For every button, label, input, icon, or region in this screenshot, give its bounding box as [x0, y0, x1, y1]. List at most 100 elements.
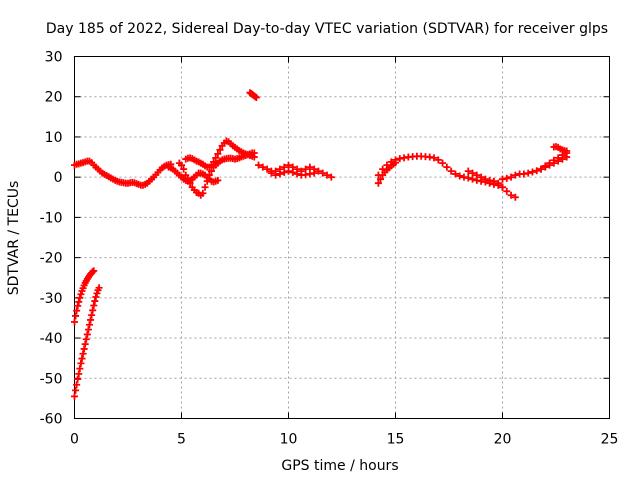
data-point: [494, 179, 502, 187]
chart-title: Day 185 of 2022, Sidereal Day-to-day VTE…: [46, 21, 608, 37]
data-point: [477, 173, 485, 181]
data-point: [272, 171, 280, 179]
data-point: [250, 153, 258, 161]
data-point: [511, 171, 519, 179]
data-point: [289, 168, 297, 176]
y-tick-label: 10: [45, 130, 63, 146]
data-point: [280, 168, 288, 176]
x-tick-label: 10: [280, 432, 298, 448]
y-tick-label: -50: [40, 371, 63, 387]
data-point: [511, 193, 519, 201]
data-point: [314, 167, 322, 175]
data-point: [75, 370, 83, 378]
plot-frame: [74, 56, 610, 419]
y-axis-label: SDTVAR / TECUs: [6, 181, 22, 296]
data-point: [71, 318, 78, 326]
data-point: [377, 175, 385, 183]
data-point: [499, 183, 506, 191]
data-point: [285, 161, 292, 169]
data-point: [473, 171, 481, 179]
data-point: [481, 175, 489, 183]
data-point: [80, 345, 88, 353]
data-point: [89, 306, 97, 314]
data-point: [81, 340, 89, 348]
data-point: [95, 284, 103, 292]
tick-layer: -60 -50 -40 -30 -20 -10 0 10 20 30 0 5 10 15 20 25: [40, 50, 619, 448]
data-point: [77, 359, 85, 367]
x-tick-label: 0: [70, 432, 79, 448]
data-point: [507, 173, 515, 181]
data-point: [293, 170, 301, 178]
data-point: [259, 163, 267, 171]
data-point: [469, 169, 477, 177]
data-point: [537, 165, 545, 173]
data-point: [528, 168, 536, 176]
data-point: [541, 162, 549, 170]
data-point: [180, 165, 188, 173]
data-point: [88, 311, 96, 319]
y-tick-label: 0: [54, 170, 63, 186]
data-point: [90, 267, 98, 275]
data-point: [76, 294, 84, 302]
y-tick-label: -20: [40, 251, 63, 267]
data-point: [434, 156, 442, 164]
x-tick-label: 5: [177, 432, 186, 448]
y-tick-label: 30: [45, 50, 63, 66]
data-point: [91, 297, 99, 305]
data-point: [267, 169, 275, 177]
x-tick-label: 20: [494, 432, 512, 448]
data-point: [252, 94, 260, 102]
data-point: [554, 154, 562, 162]
data-point: [72, 312, 80, 320]
data-point: [456, 172, 464, 180]
data-point: [214, 176, 222, 184]
data-point: [327, 173, 335, 181]
data-point: [533, 167, 541, 175]
data-point: [447, 167, 455, 175]
data-point: [319, 169, 327, 177]
y-tick-label: -10: [40, 210, 63, 226]
data-point: [374, 179, 382, 187]
data-point: [263, 165, 271, 173]
data-point: [490, 177, 498, 185]
data-point: [550, 156, 558, 164]
marks-layer: [71, 89, 571, 400]
data-point: [503, 174, 511, 182]
y-tick-label: -40: [40, 331, 63, 347]
data-point: [214, 150, 222, 158]
data-point: [507, 191, 515, 199]
data-point: [285, 167, 292, 175]
data-point: [92, 293, 100, 301]
y-tick-label: -30: [40, 291, 63, 307]
y-tick-label: -60: [40, 412, 63, 428]
data-point: [76, 365, 84, 373]
y-tick-label: 20: [45, 90, 63, 106]
data-point: [469, 175, 477, 183]
data-point: [207, 167, 215, 175]
grid-layer: [74, 56, 610, 419]
data-point: [84, 326, 92, 334]
x-axis-label: GPS time / hours: [281, 458, 398, 474]
data-point: [443, 163, 451, 171]
data-point: [464, 167, 472, 175]
data-point: [85, 321, 93, 329]
data-point: [74, 302, 82, 310]
data-point: [83, 330, 91, 338]
data-point: [563, 147, 571, 155]
data-point: [212, 154, 220, 162]
data-point: [82, 335, 90, 343]
data-point: [255, 161, 263, 169]
x-tick-label: 15: [387, 432, 405, 448]
data-point: [306, 163, 314, 171]
data-point: [310, 169, 318, 177]
data-point: [439, 159, 447, 167]
data-point: [79, 350, 87, 358]
data-point: [524, 169, 532, 177]
data-point: [199, 189, 207, 197]
data-point: [392, 159, 399, 167]
data-point: [73, 307, 81, 315]
data-point: [201, 183, 209, 191]
data-point: [71, 392, 78, 400]
data-point: [178, 161, 185, 169]
data-point: [75, 298, 83, 306]
